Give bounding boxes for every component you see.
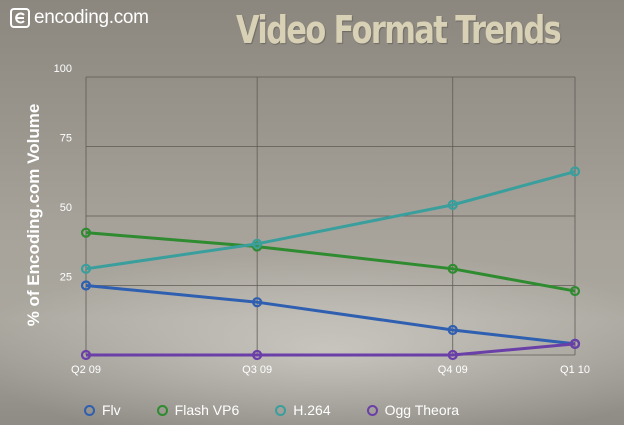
logo-text: encoding.com (34, 7, 149, 28)
series-line-ogg-theora (86, 342, 576, 357)
legend-marker-icon (275, 404, 287, 416)
legend-label: Flash VP6 (174, 402, 240, 418)
data-point (447, 349, 458, 361)
series-line-flv (85, 284, 576, 346)
logo: encoding.com (10, 6, 149, 30)
legend-label: Ogg Theora (384, 402, 460, 418)
series-line-h-264 (85, 170, 576, 271)
axes: 25 50 75 100 Q2 09 Q3 09 Q4 09 Q1 10 (54, 63, 590, 376)
data-point (447, 199, 458, 210)
legend-marker-icon (156, 404, 168, 416)
data-point (80, 227, 92, 238)
x-tick-label: Q3 09 (242, 364, 272, 376)
y-tick-label: 75 (60, 133, 72, 145)
x-tick-label: Q4 09 (438, 364, 468, 376)
legend-label: H.264 (293, 402, 331, 418)
data-point (569, 338, 581, 349)
x-tick-label: Q2 09 (71, 364, 101, 376)
series (80, 166, 581, 361)
chart-title: Video Format Trends (235, 8, 562, 52)
data-point (252, 238, 263, 249)
data-point (569, 166, 581, 177)
y-tick-label: 50 (60, 202, 72, 214)
legend-item: Ogg Theora (366, 402, 460, 418)
y-tick-label: 100 (54, 63, 72, 75)
data-point (252, 297, 263, 308)
y-tick-label: 25 (60, 272, 72, 284)
legend-item: H.264 (275, 402, 331, 418)
data-point (447, 263, 458, 274)
data-point (80, 349, 92, 361)
data-point (80, 280, 92, 291)
legend: Flv Flash VP6 H.264 Ogg Theora (84, 400, 495, 420)
legend-marker-icon (366, 404, 378, 416)
logo-icon (10, 8, 30, 28)
data-point (569, 285, 581, 297)
legend-label: Flv (102, 402, 121, 418)
data-point (252, 349, 263, 361)
data-point (80, 263, 92, 274)
legend-item: Flash VP6 (156, 402, 240, 418)
data-point (447, 324, 458, 336)
legend-marker-icon (84, 404, 95, 416)
x-tick-label: Q1 10 (560, 364, 590, 376)
legend-item: Flv (84, 402, 121, 418)
series-line-flash-vp6 (85, 231, 576, 293)
